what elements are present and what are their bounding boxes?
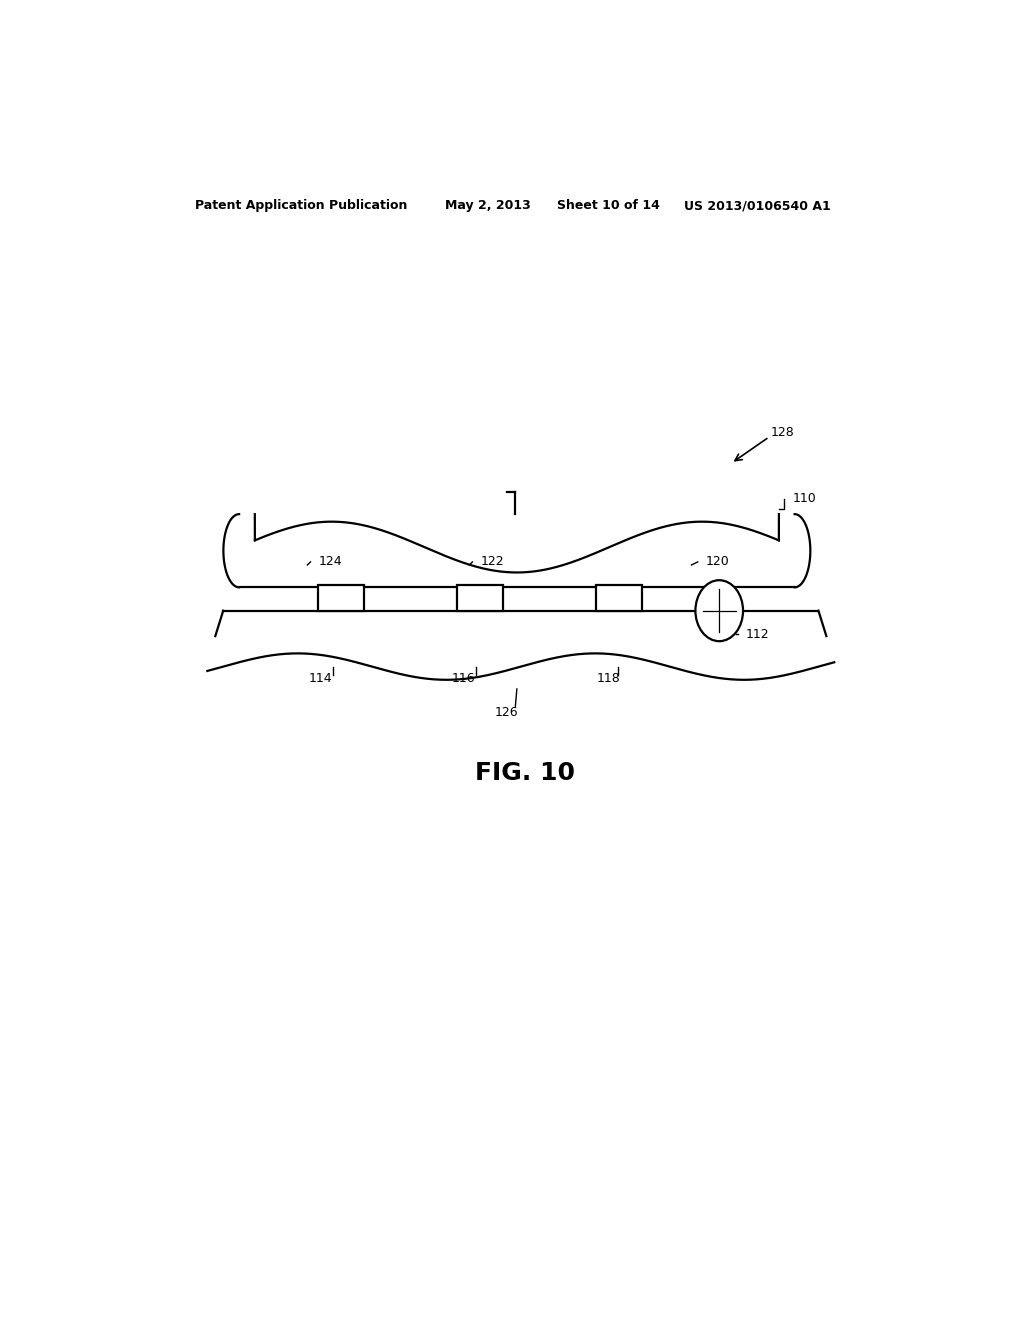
Bar bbox=[596, 585, 642, 611]
Text: Patent Application Publication: Patent Application Publication bbox=[196, 199, 408, 213]
Text: May 2, 2013: May 2, 2013 bbox=[445, 199, 531, 213]
Text: Sheet 10 of 14: Sheet 10 of 14 bbox=[557, 199, 659, 213]
Text: 120: 120 bbox=[706, 556, 729, 569]
Circle shape bbox=[695, 581, 743, 642]
Text: 118: 118 bbox=[596, 672, 620, 685]
Text: FIG. 10: FIG. 10 bbox=[475, 762, 574, 785]
Text: 128: 128 bbox=[771, 426, 795, 440]
Text: 110: 110 bbox=[793, 492, 817, 506]
Bar bbox=[458, 585, 504, 611]
Text: 116: 116 bbox=[452, 672, 475, 685]
Text: 124: 124 bbox=[318, 556, 342, 569]
Text: 126: 126 bbox=[495, 706, 518, 719]
Text: 122: 122 bbox=[480, 556, 504, 569]
Text: 114: 114 bbox=[309, 672, 333, 685]
Text: US 2013/0106540 A1: US 2013/0106540 A1 bbox=[684, 199, 830, 213]
Text: 112: 112 bbox=[745, 627, 769, 640]
Bar bbox=[318, 585, 365, 611]
